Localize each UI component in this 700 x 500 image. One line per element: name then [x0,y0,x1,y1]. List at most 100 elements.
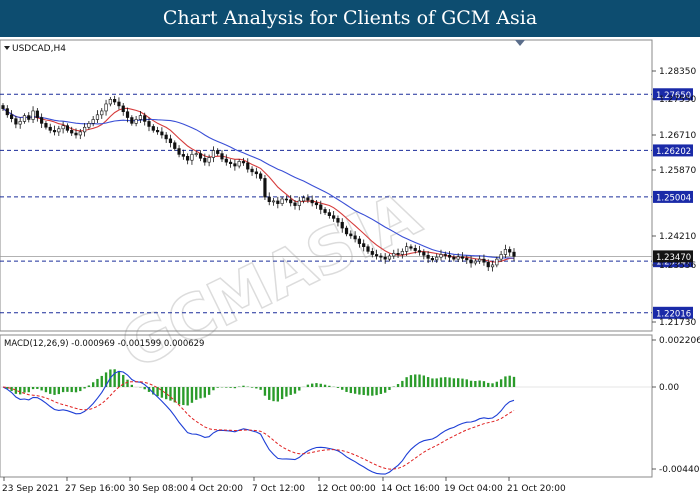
candle-body [241,161,246,164]
candle-body [198,153,203,159]
candle-body [392,252,396,257]
candle-body [35,110,39,118]
time-label: 30 Sep 08:00 [128,484,188,494]
level-tag [653,190,693,203]
chart-canvas[interactable]: GCMASIA 1.276501.262021.250041.233471.22… [0,37,700,500]
candle-body [387,255,392,260]
candle-body [417,250,422,253]
symbol-label: USDCAD,H4 [12,44,66,54]
candle-body [271,200,276,203]
candle-body [74,132,78,136]
candle-body [95,114,100,120]
chart-window[interactable]: GCMASIA 1.27650 1.26202 1.25004 1.23347 1.22… [0,37,700,500]
candle-body [366,246,370,252]
candle-body [91,119,95,124]
candle-body [194,153,198,155]
candle-body [465,258,469,261]
time-label: 21 Oct 20:00 [507,484,566,494]
candle-body [173,142,177,149]
candle-body [327,212,331,216]
candles [1,95,516,272]
candle-body [289,199,293,204]
shift-marker-icon[interactable] [515,40,525,46]
time-label: 12 Oct 00:00 [317,484,376,494]
candle-body [186,156,190,161]
candle-body [138,115,143,120]
candle-body [44,123,48,128]
candle-body [267,196,271,203]
candle-body [362,243,366,248]
candle-body [323,209,327,213]
main-panel[interactable] [0,39,653,332]
candle-body [108,99,112,105]
candle-body [113,99,117,103]
price-tick-label: 1.28350 [659,67,696,77]
candle-body [168,138,173,144]
candle-body [147,121,151,127]
candle-body [48,126,52,131]
candle-body [447,254,452,258]
level-tag-label: 1.27650 [656,91,691,101]
candle-body [100,110,104,116]
candle-body [143,115,147,122]
candle-body [263,178,267,198]
candle-body [207,157,211,163]
candle-body [87,123,91,128]
candle-body [512,251,516,257]
candle-body [57,128,61,133]
candle-body [490,264,495,268]
candle-body [396,252,400,255]
macd-tick-label: 0.00 [659,383,679,393]
level-tag [653,144,693,157]
time-label: 4 Oct 20:00 [190,484,243,494]
candle-body [211,150,216,158]
candle-body [478,258,482,262]
price-tick-label: 1.25870 [659,166,696,176]
candle-body [203,157,207,163]
candle-body [452,256,456,260]
candle-body [233,163,237,167]
candle-body [70,130,74,134]
candle-body [61,125,65,130]
candle-body [40,117,44,124]
macd-tick-label: 0.002206 [659,336,700,346]
candle-body [27,115,31,120]
candle-body [460,256,465,259]
candle-body [83,126,87,133]
candle-body [177,148,181,155]
price-axis: 1.28350 1.27550 1.26710 1.25870 1.24210 1.235… [652,67,696,328]
ma-red-line [2,107,515,263]
candle-body [413,247,417,251]
candle-body [503,249,508,255]
candle-body [10,114,14,120]
price-tick-label: 1.24210 [659,232,696,242]
macd-panel[interactable] [0,334,653,478]
candle-body [499,254,503,260]
candle-body [486,261,490,268]
header-title: Chart Analysis for Clients of GCM Asia [0,0,700,37]
collapse-triangle-icon[interactable] [4,46,10,50]
candle-body [508,249,512,253]
candle-body [164,134,168,140]
candle-body [259,173,263,179]
candle-body [370,251,374,255]
candle-body [357,238,362,244]
candle-body [336,218,340,223]
candle-body [22,115,27,122]
candle-body [5,108,9,116]
candle-body [426,254,430,259]
candle-body [482,258,486,263]
candle-body [229,161,233,164]
candle-body [156,130,160,133]
level-tag-label: 1.26202 [656,147,691,157]
candle-body [430,258,435,261]
candle-body [456,256,460,260]
candle-body [276,200,280,204]
level-tag-label: 1.22016 [656,309,691,319]
candle-body [344,227,349,235]
candle-body [151,126,155,131]
candle-body [495,258,499,266]
candle-body [301,197,306,202]
candle-body [18,121,22,125]
macd-axis: 0.002206 0.00 -0.004403 [652,336,700,475]
